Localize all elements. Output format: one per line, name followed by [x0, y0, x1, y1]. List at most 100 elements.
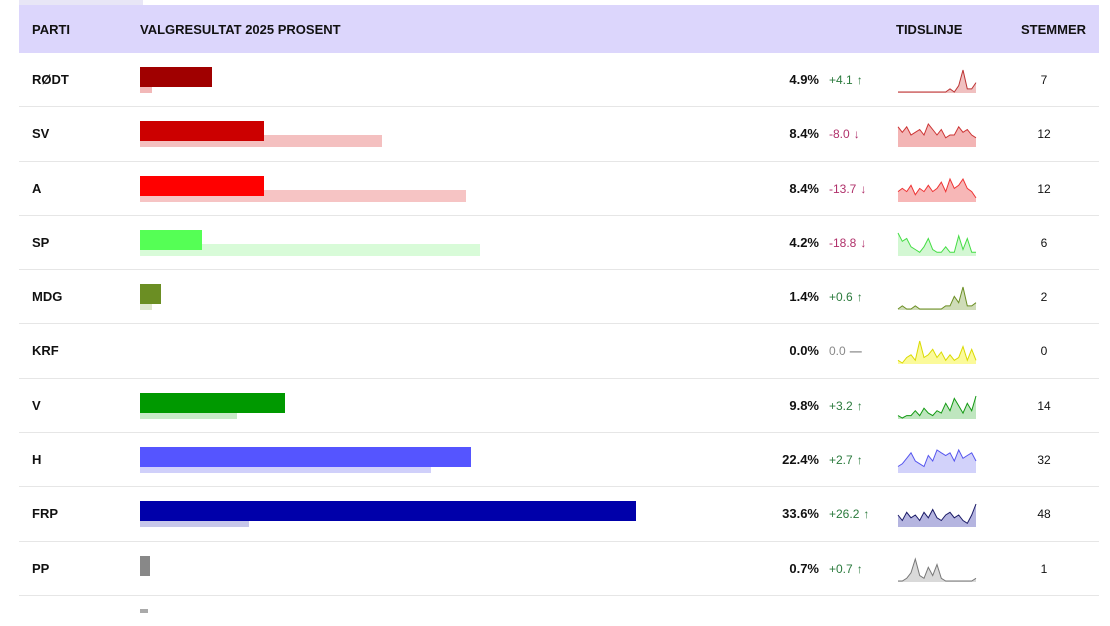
change-text: +0.6 — [829, 290, 853, 305]
table-row[interactable]: PP 0.7% +0.7 ↑ 1 — [19, 542, 1099, 596]
table-row[interactable]: KRF 0.0% 0.0— 0 — [19, 324, 1099, 379]
change-text: +2.7 — [829, 453, 853, 468]
party-name: SP — [32, 234, 50, 250]
result-percent: 0.0% — [789, 343, 819, 359]
change-text: +26.2 — [829, 507, 860, 522]
result-percent: 0.7% — [789, 560, 819, 576]
change-text: +4.1 — [829, 73, 853, 87]
bar-previous-result — [140, 298, 152, 311]
party-name: PP — [32, 560, 50, 576]
table-row[interactable]: FRP 33.6% +26.2 ↑ 48 — [19, 487, 1099, 542]
votes-count: 0 — [1040, 344, 1048, 359]
change-value: +2.7 ↑ — [829, 433, 863, 487]
sparkline-line — [897, 177, 977, 198]
bar-current-result — [140, 501, 636, 522]
bar-current-result — [140, 67, 213, 87]
party-name: RØDT — [32, 72, 69, 87]
table-row[interactable]: MDG 1.4% +0.6 ↑ 2 — [19, 270, 1099, 325]
bar-current-result — [140, 229, 202, 250]
column-header-result[interactable]: VALGRESULTAT 2025 PROSENT — [140, 22, 341, 37]
change-text: 0.0 — [829, 344, 846, 359]
votes-count: 7 — [1040, 73, 1048, 87]
change-value: +4.1 ↑ — [829, 53, 863, 107]
change-value: -8.0 ↓ — [829, 107, 860, 161]
table-row[interactable]: H 22.4% +2.7 ↑ 32 — [19, 433, 1099, 488]
bar-current-result — [140, 175, 264, 196]
change-value: 0.0— — [829, 324, 862, 378]
change-value: -18.8 ↓ — [829, 216, 866, 270]
table-body: RØDT 4.9% +4.1 ↑ 7 SV 8.4% -8.0 ↓ 12 A 8.4% -13.7 ↓ 12… — [19, 53, 1099, 596]
party-name: H — [32, 452, 42, 468]
sparkline-area — [898, 232, 976, 256]
timeline-sparkline — [897, 177, 977, 202]
timeline-sparkline — [897, 232, 976, 256]
sparkline-line — [897, 448, 977, 468]
sparkline-area — [898, 287, 976, 311]
change-text: -13.7 — [829, 181, 857, 196]
change-value: +0.7 ↑ — [829, 542, 863, 596]
table-row[interactable]: SP 4.2% -18.8 ↓ 6 — [19, 216, 1099, 271]
timeline-sparkline — [897, 123, 977, 148]
bar-current-partial — [140, 608, 148, 613]
column-header-party[interactable]: PARTI — [32, 22, 71, 37]
change-text: -18.8 — [829, 235, 857, 250]
arrow-up-icon: ↑ — [856, 290, 863, 305]
votes-count: 6 — [1040, 235, 1048, 250]
table-row[interactable]: SV 8.4% -8.0 ↓ 12 — [19, 107, 1099, 162]
table-row-partial — [19, 596, 1099, 626]
bar-current-result — [140, 284, 161, 305]
party-name: V — [32, 397, 41, 413]
timeline-sparkline — [898, 69, 977, 93]
arrow-down-icon: ↓ — [860, 235, 867, 250]
change-value: -13.7 ↓ — [829, 162, 866, 216]
change-text: -8.0 — [829, 127, 850, 142]
table-header: PARTI VALGRESULTAT 2025 PROSENT TIDSLINJ… — [19, 5, 1099, 53]
result-percent: 1.4% — [789, 289, 819, 305]
change-value: +26.2 ↑ — [829, 487, 869, 541]
sparkline-line — [897, 287, 977, 310]
timeline-sparkline — [897, 341, 977, 365]
party-name: FRP — [32, 506, 58, 522]
result-percent: 4.2% — [789, 234, 819, 250]
party-name: SV — [32, 126, 50, 142]
active-tab-indicator — [19, 0, 143, 5]
votes-count: 32 — [1037, 453, 1051, 468]
change-text: +3.2 — [829, 398, 853, 413]
change-text: +0.7 — [829, 561, 853, 576]
results-table: PARTI VALGRESULTAT 2025 PROSENT TIDSLINJ… — [19, 5, 1099, 626]
sparkline-area — [898, 504, 976, 528]
result-percent: 8.4% — [789, 126, 819, 142]
arrow-up-icon: ↑ — [856, 398, 863, 413]
bar-current-result — [140, 447, 471, 468]
votes-count: 2 — [1040, 290, 1048, 305]
timeline-sparkline — [897, 395, 977, 419]
arrow-down-icon: ↓ — [853, 127, 860, 142]
sparkline-area — [898, 450, 976, 474]
table-row[interactable]: A 8.4% -13.7 ↓ 12 — [19, 162, 1099, 216]
dash-icon: — — [849, 344, 862, 359]
sparkline-line — [897, 232, 976, 253]
table-row[interactable]: V 9.8% +3.2 ↑ 14 — [19, 379, 1099, 434]
column-header-votes[interactable]: STEMMER — [1021, 22, 1086, 37]
arrow-up-icon: ↑ — [856, 453, 863, 468]
bar-current-result — [140, 121, 264, 142]
votes-count: 48 — [1037, 507, 1051, 522]
sparkline-line — [897, 123, 977, 139]
sparkline-area — [898, 558, 976, 582]
votes-count: 12 — [1037, 181, 1051, 196]
change-value: +3.2 ↑ — [829, 379, 863, 433]
table-row[interactable]: RØDT 4.9% +4.1 ↑ 7 — [19, 53, 1099, 108]
bar-current-result — [140, 392, 285, 413]
bar-current-result — [140, 555, 151, 576]
result-percent: 22.4% — [782, 452, 819, 468]
result-percent: 8.4% — [789, 180, 819, 196]
bar-previous-result — [140, 243, 480, 256]
sparkline-line — [897, 341, 977, 365]
arrow-up-icon: ↑ — [856, 73, 863, 87]
sparkline-line — [897, 504, 977, 525]
sparkline-line — [897, 395, 977, 419]
party-name: KRF — [32, 343, 59, 359]
change-value: +0.6 ↑ — [829, 270, 863, 324]
timeline-sparkline — [897, 287, 977, 311]
bar-previous-result — [140, 81, 152, 93]
